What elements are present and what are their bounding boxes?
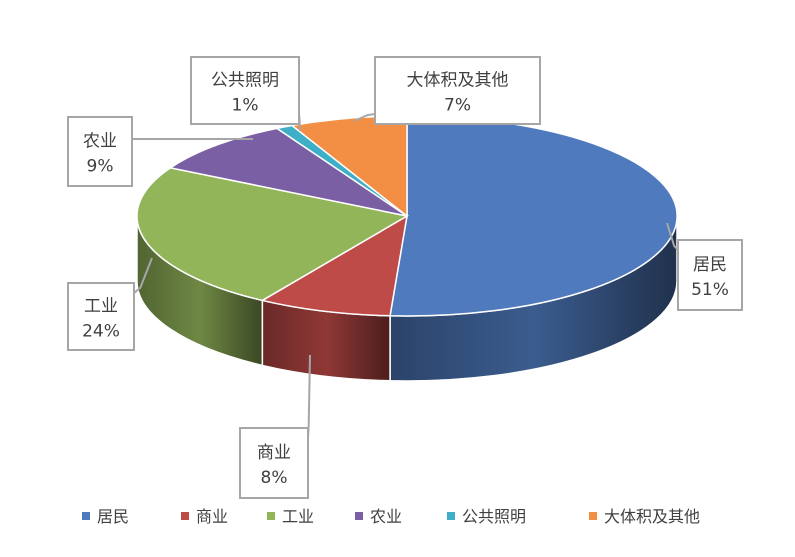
- callout-category-label: 公共照明: [211, 71, 279, 91]
- callout-category-label: 工业: [84, 297, 118, 317]
- callout-box-3: [67, 282, 135, 351]
- pie-slice-2: [260, 214, 409, 317]
- callout-box-6: [374, 56, 541, 125]
- callout-leader-1: [666, 222, 679, 251]
- callout-percent-label: 8%: [261, 468, 288, 488]
- legend-entry-label: 公共照明: [462, 507, 526, 526]
- legend-swatch: [82, 512, 90, 520]
- callout-box-2: [239, 427, 309, 499]
- legend-swatch: [267, 512, 275, 520]
- callout-box-1: [677, 239, 743, 311]
- callout-percent-label: 24%: [82, 322, 120, 342]
- callout-category-label: 商业: [257, 443, 291, 463]
- legend-entry-label: 居民: [97, 507, 129, 526]
- pie-slice-1: [389, 115, 678, 317]
- callout-category-label: 大体积及其他: [407, 71, 509, 91]
- legend-entry-label: 工业: [282, 507, 314, 526]
- legend-entry-label: 商业: [196, 507, 228, 526]
- callout-percent-label: 51%: [691, 280, 729, 300]
- callout-leader-3: [133, 257, 153, 294]
- callout-percent-label: 7%: [444, 96, 471, 116]
- legend-entry-label: 大体积及其他: [604, 507, 700, 526]
- callout-category-label: 居民: [693, 255, 727, 275]
- callout-percent-label: 1%: [232, 96, 259, 116]
- callout-category-label: 农业: [83, 132, 117, 152]
- callout-leader-6: [353, 113, 376, 122]
- callout-labels: 居民 51% 商业 8% 工业 24% 农业 9% 公共照明 1% 大体积及其他 7%: [67, 56, 743, 499]
- legend: 居民 商业 工业 农业 公共照明 大体积及其他: [82, 507, 700, 526]
- callout-box-4: [67, 116, 133, 187]
- callout-percent-label: 9%: [87, 157, 114, 177]
- legend-swatch: [355, 512, 363, 520]
- callout-box-5: [190, 56, 300, 125]
- pie-slice-3: [136, 167, 410, 302]
- pie-slice-4: [168, 127, 408, 217]
- pie-top-faces: [136, 115, 678, 317]
- legend-entry-label: 农业: [370, 507, 402, 526]
- legend-swatch: [447, 512, 455, 520]
- legend-swatch: [589, 512, 597, 520]
- legend-swatch: [181, 512, 189, 520]
